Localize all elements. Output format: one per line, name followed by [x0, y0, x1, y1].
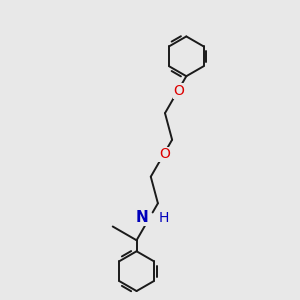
Text: H: H: [159, 211, 169, 225]
Text: O: O: [159, 147, 170, 161]
Text: O: O: [173, 84, 184, 98]
Text: N: N: [136, 210, 148, 225]
